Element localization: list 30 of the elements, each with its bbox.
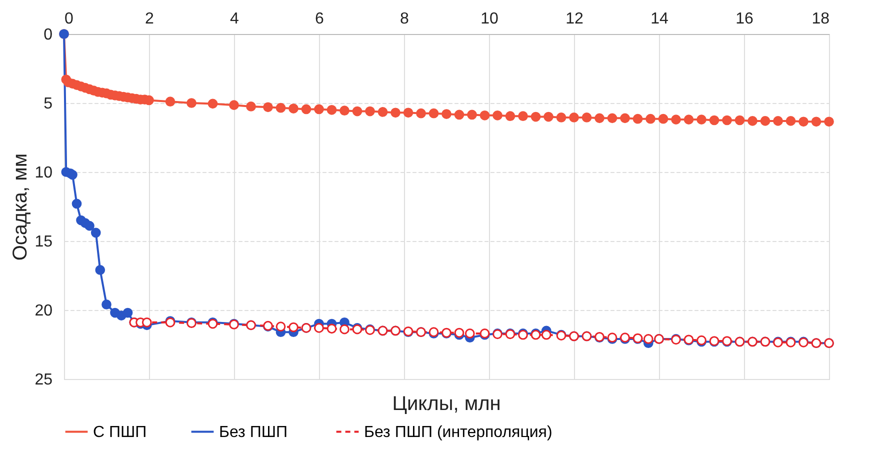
- x-axis-title: Циклы, млн: [392, 393, 501, 415]
- x-tick-label: 4: [230, 10, 240, 28]
- y-tick-label: 20: [34, 302, 53, 320]
- x-tick-label: 8: [400, 10, 410, 28]
- point: [276, 322, 286, 332]
- x-tick-label: 16: [736, 10, 754, 28]
- x-tick-label: 14: [650, 10, 668, 28]
- x-tick-label: 10: [480, 10, 498, 28]
- point: [142, 317, 152, 328]
- point: [314, 323, 324, 333]
- legend-label: С ПШП: [93, 424, 147, 441]
- point: [340, 324, 350, 334]
- x-tick-label: 12: [566, 10, 584, 28]
- y-tick-label: 25: [34, 372, 53, 388]
- y-axis-title: Осадка, мм: [10, 153, 32, 261]
- point: [326, 324, 337, 334]
- y-tick-label: 5: [44, 96, 53, 112]
- point: [464, 328, 475, 338]
- x-tick-label: 0: [64, 10, 74, 28]
- point: [288, 322, 298, 332]
- x-tick-label: 2: [145, 10, 154, 28]
- y-tick-label: 15: [34, 234, 53, 250]
- legend-label: Без ПШП: [219, 424, 288, 441]
- point: [643, 334, 654, 344]
- x-tick-label: 18: [812, 10, 830, 28]
- y-tick-label: 10: [34, 164, 53, 182]
- legend-label: Без ПШП (интерполяция): [364, 424, 552, 441]
- point: [541, 330, 552, 340]
- y-tick-label: 0: [44, 26, 53, 44]
- x-tick-label: 6: [315, 10, 324, 28]
